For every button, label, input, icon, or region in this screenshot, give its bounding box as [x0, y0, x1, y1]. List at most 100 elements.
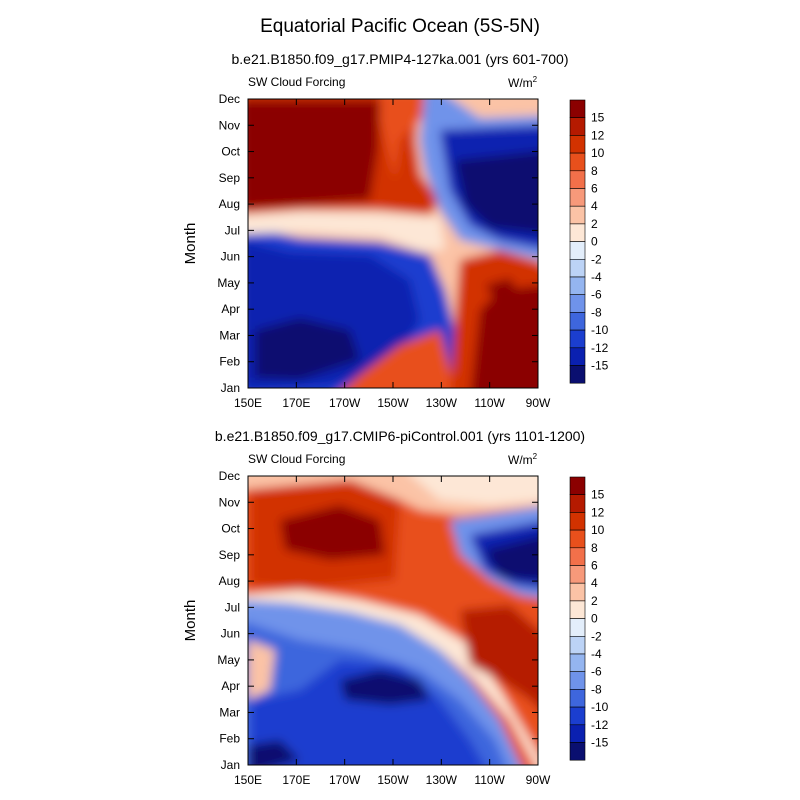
cb2-swatch — [569, 494, 586, 513]
p1-transition-band — [248, 212, 445, 250]
cb2-label: -8 — [591, 682, 602, 696]
cb1-swatch — [569, 117, 586, 136]
p2-ytick-label: Feb — [219, 732, 240, 746]
p1-ylabel: Month — [182, 223, 199, 265]
cb1-label: 10 — [591, 146, 605, 160]
cb2-label: -10 — [591, 700, 609, 714]
cb2-swatch — [569, 600, 586, 619]
p1-ytick-label: Jun — [221, 250, 240, 264]
p1-navy-region — [255, 318, 360, 380]
p2-ytick-label: Jan — [221, 758, 240, 772]
cb1-label: 12 — [591, 128, 605, 142]
cb2-label: 8 — [591, 541, 598, 555]
cb2-label: -6 — [591, 665, 602, 679]
cb1-label: -6 — [591, 288, 602, 302]
p2-ytick-label: May — [217, 653, 240, 667]
figure-title: Equatorial Pacific Ocean (5S-5N) — [260, 16, 540, 37]
cb2-swatch — [569, 565, 586, 584]
p1-east-navy-region — [455, 151, 538, 234]
cb2-label: -4 — [591, 647, 602, 661]
cb1-swatch — [569, 205, 586, 225]
cb1-swatch — [569, 276, 586, 296]
cb1-swatch — [569, 99, 586, 119]
cb2-label: -15 — [591, 736, 609, 750]
p1-xtick-label: 170W — [329, 396, 361, 410]
p2-ytick-label: Aug — [219, 574, 240, 588]
cb1-label: 0 — [591, 235, 598, 249]
cb1-label: 15 — [591, 111, 605, 125]
p2-xtick-label: 150W — [377, 773, 409, 787]
cb2-swatch — [569, 618, 586, 637]
p2-east-red-region — [460, 605, 538, 708]
cb2-swatch — [569, 512, 586, 531]
p1-east-darkred-spot — [485, 278, 520, 300]
p2-transition-band — [248, 590, 538, 765]
p1-east-top-band — [452, 99, 538, 118]
p1-ytick-label: Jul — [225, 223, 240, 237]
p2-ytick-label: Dec — [219, 469, 240, 483]
cb2-swatch — [569, 476, 586, 496]
cb2-swatch — [569, 582, 586, 602]
p1-ytick-label: Feb — [219, 355, 240, 369]
panel1-units-exp: 2 — [532, 75, 538, 84]
p2-xtick-label: 110W — [474, 773, 505, 787]
cb2-swatch — [569, 529, 586, 549]
cb2-swatch — [569, 671, 586, 690]
cb1-label: 8 — [591, 164, 598, 178]
p1-xtick-label: 110W — [474, 396, 505, 410]
p1-xtick-label: 150E — [234, 396, 262, 410]
p2-ytick-label: Apr — [221, 679, 240, 693]
cb1-swatch — [569, 347, 586, 366]
cb2-label: 10 — [591, 523, 605, 537]
p1-xtick-label: 130W — [426, 396, 458, 410]
cb2-swatch — [569, 706, 586, 726]
cb2-label: -12 — [591, 718, 609, 732]
p2-darkred-region — [280, 505, 385, 560]
panel1-contour-plot — [248, 99, 538, 388]
panel2-units: W/m2 — [508, 452, 537, 467]
cb2-swatch — [569, 724, 586, 743]
p2-ytick-label: Nov — [219, 495, 240, 509]
panel1-units: W/m2 — [508, 75, 537, 90]
p1-east-darkred-region — [471, 285, 538, 388]
p1-darkred-region — [248, 100, 380, 208]
colorbar-layer: 15 12 10 8 6 4 2 0 -2 -4 -6 -8 -10 -12 -15 15 12 10 8 6 4 2 0 -… — [569, 99, 609, 761]
panel2-units-base: W/m — [508, 453, 533, 467]
p2-xtick-label: 150E — [234, 773, 262, 787]
p2-navy-center — [340, 670, 430, 705]
cb1-label: -2 — [591, 252, 602, 266]
p2-xtick-label: 170E — [282, 773, 310, 787]
p2-ytick-label: Oct — [221, 522, 240, 536]
cb1-swatch — [569, 188, 586, 207]
cb2-label: -2 — [591, 629, 602, 643]
p2-ylabel: Month — [182, 600, 199, 642]
p2-xtick-label: 90W — [526, 773, 551, 787]
cb1-swatch — [569, 258, 586, 278]
cb1-label: 2 — [591, 217, 598, 231]
cb2-label: 4 — [591, 576, 598, 590]
p1-xtick-label: 170E — [282, 396, 310, 410]
p1-ytick-label: Oct — [221, 145, 240, 159]
cb1-label: -12 — [591, 341, 609, 355]
cb2-swatch — [569, 547, 586, 566]
cb2-label: 6 — [591, 559, 598, 573]
cb1-swatch — [569, 241, 586, 260]
panel2-contour-plot — [248, 476, 538, 765]
p2-ytick-label: Jun — [221, 627, 240, 641]
p1-ytick-label: Sep — [219, 171, 241, 185]
cb1-label: 6 — [591, 182, 598, 196]
p1-ytick-label: Mar — [219, 328, 240, 342]
cb1-label: 4 — [591, 199, 598, 213]
p2-west-salmon-spot — [248, 640, 275, 700]
p2-ytick-label: Jul — [225, 600, 240, 614]
panel2-units-exp: 2 — [532, 452, 538, 461]
p2-top-cream — [411, 476, 538, 505]
panel1-units-base: W/m — [508, 76, 533, 90]
cb1-swatch — [569, 135, 586, 154]
cb1-swatch — [569, 152, 586, 172]
p1-ytick-label: Apr — [221, 302, 240, 316]
axes-layer: 150E 170E 170W 150W 130W 110W 90W Jan Feb Mar Apr M… — [182, 92, 551, 787]
panel2-title: b.e21.B1850.f09_g17.CMIP6-piControl.001 … — [214, 428, 586, 444]
p2-xtick-label: 130W — [426, 773, 458, 787]
panel1-label: SW Cloud Forcing — [248, 75, 346, 89]
